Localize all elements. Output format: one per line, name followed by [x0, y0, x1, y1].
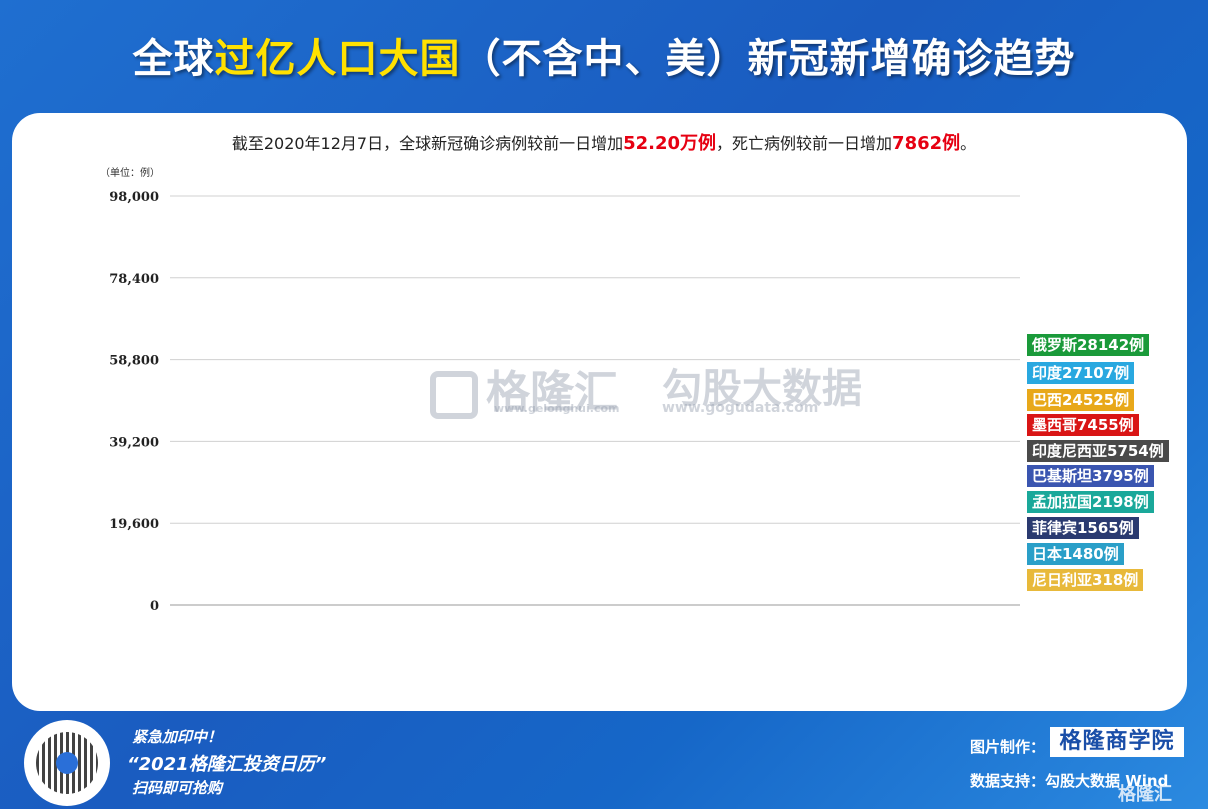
legend-item: 菲律宾1565例 — [1027, 517, 1139, 539]
watermark-gelonghui-url: www.gelonghui.com — [494, 402, 620, 415]
promo-line-2: “2021格隆汇投资日历” — [127, 754, 327, 775]
y-tick-label: 0 — [150, 599, 159, 614]
legend-item: 巴西24525例 — [1027, 389, 1135, 411]
corner-logo: 格隆汇 — [1118, 784, 1172, 805]
legend-item: 俄罗斯28142例 — [1027, 334, 1150, 356]
watermark-gogudata-url: www.gogudata.com — [662, 400, 819, 416]
y-unit-label: （单位：例） — [100, 166, 160, 179]
legend-item: 印度尼西亚5754例 — [1027, 440, 1169, 462]
brand-logo: 格隆商学院 — [1050, 727, 1184, 757]
legend-item: 孟加拉国2198例 — [1027, 491, 1154, 513]
legend-item: 巴基斯坦3795例 — [1027, 465, 1154, 487]
watermark-gelonghui: 格隆汇 — [430, 356, 618, 420]
watermark-gogudata: 勾股大数据 — [662, 366, 862, 412]
made-by-label: 图片制作： — [970, 738, 1046, 756]
y-tick-label: 39,200 — [109, 435, 159, 450]
qr-logo-icon — [56, 752, 78, 774]
promo-line-1: 紧急加印中！ — [132, 728, 223, 746]
legend-item: 墨西哥7455例 — [1027, 414, 1139, 436]
chart-subtitle: 截至2020年12月7日，全球新冠确诊病例较前一日增加52.20万例，死亡病例较… — [231, 133, 977, 154]
qr-code[interactable] — [24, 720, 110, 806]
y-tick-label: 19,600 — [109, 517, 159, 532]
data-support: 数据支持：勾股大数据 Wind — [970, 772, 1169, 790]
y-tick-label: 78,400 — [109, 272, 159, 287]
legend-item: 日本1480例 — [1027, 543, 1124, 565]
new-deaths-value: 7862例 — [892, 133, 961, 154]
y-tick-label: 98,000 — [109, 190, 159, 205]
chart-panel — [12, 113, 1187, 711]
page-title: 全球过亿人口大国（不含中、美）新冠新增确诊趋势 — [132, 36, 1076, 82]
new-cases-value: 52.20万例 — [623, 133, 717, 154]
promo-line-3: 扫码即可抢购 — [132, 779, 223, 797]
y-tick-label: 58,800 — [109, 354, 159, 369]
legend-item: 尼日利亚318例 — [1027, 569, 1144, 591]
legend-item: 印度27107例 — [1027, 362, 1135, 384]
